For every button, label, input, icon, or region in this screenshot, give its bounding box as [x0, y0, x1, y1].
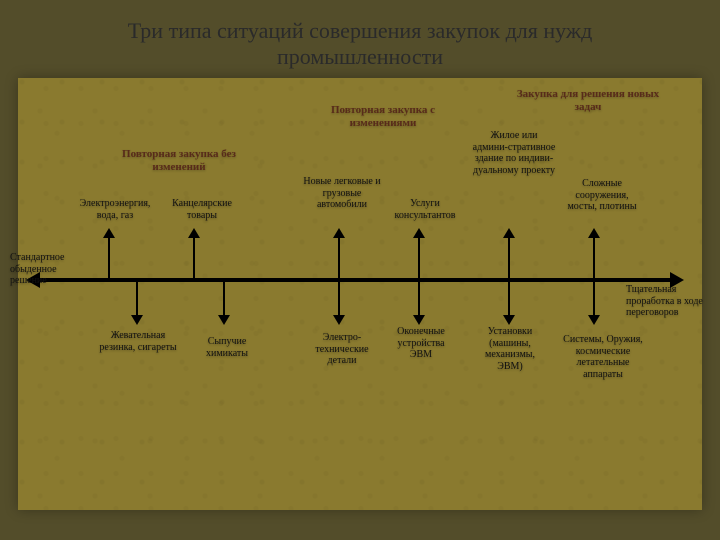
- tick-down: [338, 282, 340, 317]
- arrow-down-icon: [218, 315, 230, 325]
- arrow-down-icon: [333, 315, 345, 325]
- item-label-up: Новые легковые и грузовые автомобили: [300, 176, 384, 211]
- arrow-up-icon: [188, 228, 200, 238]
- tick-up: [193, 236, 195, 278]
- arrow-down-icon: [131, 315, 143, 325]
- tick-up: [338, 236, 340, 278]
- item-label-up: Электроэнергия, вода, газ: [68, 198, 162, 221]
- tick-up: [508, 236, 510, 278]
- item-label-down: Электро-технические детали: [304, 332, 380, 367]
- axis-line: [38, 278, 672, 282]
- item-label-down: Оконечные устройства ЭВМ: [386, 326, 456, 361]
- tick-up: [418, 236, 420, 278]
- item-label-down: Установки (машины, механизмы, ЭВМ): [472, 326, 548, 372]
- arrow-up-icon: [413, 228, 425, 238]
- arrow-down-icon: [588, 315, 600, 325]
- category-label: Повторная закупка с изменениями: [308, 104, 458, 130]
- category-label: Повторная закупка без изменений: [104, 148, 254, 174]
- arrow-down-icon: [503, 315, 515, 325]
- tick-up: [108, 236, 110, 278]
- item-label-up: Жилое или админи-стративное здание по ин…: [472, 130, 556, 176]
- axis-left-label: Стандартное обыденное решение: [10, 252, 88, 287]
- item-label-up: Сложные сооружения, мосты, плотины: [562, 178, 642, 213]
- item-label-down: Сыпучие химикаты: [194, 336, 260, 359]
- arrow-up-icon: [503, 228, 515, 238]
- item-label-up: Канцелярские товары: [162, 198, 242, 221]
- arrow-up-icon: [103, 228, 115, 238]
- tick-down: [508, 282, 510, 317]
- axis-right-label: Тщательная проработка в ходе переговоров: [626, 284, 704, 319]
- item-label-down: Жевательная резинка, сигареты: [96, 330, 180, 353]
- texture-overlay: [18, 78, 702, 510]
- page-title: Три типа ситуаций совершения закупок для…: [0, 0, 720, 81]
- arrow-up-icon: [588, 228, 600, 238]
- item-label-up: Услуги консультантов: [386, 198, 464, 221]
- tick-up: [593, 236, 595, 278]
- item-label-down: Системы, Оружия, космические летательные…: [562, 334, 644, 380]
- tick-down: [223, 282, 225, 317]
- category-label: Закупка для решения новых задач: [508, 88, 668, 114]
- tick-down: [418, 282, 420, 317]
- tick-down: [136, 282, 138, 317]
- arrow-up-icon: [333, 228, 345, 238]
- tick-down: [593, 282, 595, 317]
- arrow-down-icon: [413, 315, 425, 325]
- diagram-canvas: Повторная закупка без изменений Повторная…: [18, 78, 702, 510]
